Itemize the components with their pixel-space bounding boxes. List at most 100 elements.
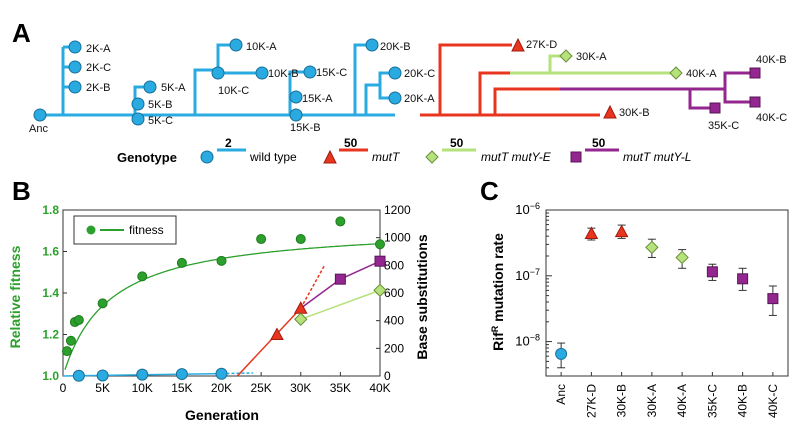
node-15k-c <box>303 65 317 79</box>
c-point <box>706 266 718 278</box>
label-5k-a: 5K-A <box>161 82 186 94</box>
c-xtick-label: 40K-A <box>675 384 689 417</box>
node-27k-d <box>511 37 525 52</box>
b-fitness-point <box>176 257 187 268</box>
node-anc <box>33 108 47 122</box>
b-xtick-label: 25K <box>250 381 271 395</box>
node-10k-b <box>255 66 269 80</box>
b-fitness-point <box>375 239 385 250</box>
c-xtick-label: Anc <box>554 384 568 405</box>
panel-b: B 0 5K 10K 15K 20K 25K 30K 35K 40K 1.0 1.2 1.4 1.6 1.… <box>7 176 430 423</box>
legend-label-mutye: mutT mutY-E <box>481 150 552 164</box>
label-10k-a: 10K-A <box>246 41 277 53</box>
b-xtick-label: 5K <box>95 381 110 395</box>
c-point <box>555 347 568 360</box>
b-fitness-point <box>73 314 84 325</box>
b-mutation-point <box>136 368 149 381</box>
node-40k-b <box>749 67 761 79</box>
label-20k-a: 20K-A <box>404 93 435 105</box>
c-point <box>737 273 749 285</box>
label-30k-b: 30K-B <box>619 107 650 119</box>
label-15k-c: 15K-C <box>316 67 347 79</box>
b-xtick-label: 10K <box>132 381 153 395</box>
label-2k-b: 2K-B <box>86 82 110 94</box>
node-15k-a <box>289 90 303 104</box>
label-15k-b: 15K-B <box>290 122 321 134</box>
b-fitness-point <box>295 234 306 245</box>
genotype-legend: Genotype 2 wild type 50 mutT 50 mutT mut… <box>117 136 691 165</box>
label-10k-b: 10K-B <box>268 68 299 80</box>
legend-count-mutyl: 50 <box>592 136 606 150</box>
label-40k-b: 40K-B <box>756 54 787 66</box>
c-point <box>584 226 599 239</box>
legend-marker-mutyl <box>570 151 582 163</box>
b-xtick-label: 40K <box>369 381 390 395</box>
b-y2tick-label: 800 <box>384 258 404 272</box>
legend-label-mutyl: mutT mutY-L <box>623 150 691 164</box>
b-fitness-point <box>216 255 227 266</box>
b-y2tick-label: 1000 <box>384 231 411 245</box>
b-xtick-label: 30K <box>290 381 311 395</box>
b-mutation-point <box>373 283 387 297</box>
legend-marker-mutt <box>323 149 337 164</box>
b-mutation-point <box>72 369 85 382</box>
label-20k-b: 20K-B <box>380 41 411 53</box>
b-xtick-label: 15K <box>171 381 192 395</box>
panel-a-letter: A <box>12 18 31 48</box>
b-legend-label: fitness <box>129 223 164 237</box>
node-5k-a <box>143 80 157 94</box>
node-20k-b <box>365 38 379 52</box>
label-2k-c: 2K-C <box>86 62 111 74</box>
b-mutyl-line-b <box>340 260 381 280</box>
c-ytick-label: 10−6 <box>515 201 540 217</box>
b-ytick-label: 1.6 <box>42 245 59 259</box>
c-xtick-label: 27K-D <box>584 384 598 418</box>
node-5k-b <box>131 97 145 111</box>
c-xtick-label: 35K-C <box>705 384 719 418</box>
b-mutt-extension <box>300 264 326 309</box>
label-10k-c: 10K-C <box>218 85 249 97</box>
b-fitness-point <box>256 234 267 245</box>
b-mutyl-line-a <box>300 278 341 309</box>
node-2k-b <box>68 80 82 94</box>
b-mutation-point <box>374 255 386 267</box>
node-20k-a <box>388 91 402 105</box>
b-xtick-label: 0 <box>60 381 67 395</box>
b-mutation-point <box>334 273 346 285</box>
label-20k-c: 20K-C <box>404 68 435 80</box>
label-27k-d: 27K-D <box>526 39 557 51</box>
c-point <box>675 250 689 265</box>
node-40k-a <box>669 66 683 80</box>
c-point <box>645 240 659 255</box>
tree-nodes <box>33 37 761 126</box>
b-y2tick-label: 400 <box>384 314 404 328</box>
label-anc: Anc <box>29 123 48 135</box>
panel-b-plot: 0 5K 10K 15K 20K 25K 30K 35K 40K 1.0 1.2 1.4 1.6 1.8 0… <box>42 203 411 395</box>
c-ytick-label: 10−8 <box>515 333 540 349</box>
node-30k-b <box>603 104 617 119</box>
legend-count-wild: 2 <box>225 136 232 150</box>
b-mutation-point <box>294 312 308 326</box>
b-fitness-point <box>65 335 76 346</box>
node-35k-c <box>709 102 721 114</box>
c-point <box>767 293 779 305</box>
label-40k-c: 40K-C <box>756 112 787 124</box>
label-5k-b: 5K-B <box>148 99 172 111</box>
c-xtick-label: 30K-B <box>615 384 629 417</box>
b-fitness-point <box>97 298 108 309</box>
b-y2tick-label: 600 <box>384 286 404 300</box>
node-40k-c <box>749 96 761 108</box>
b-y2tick-label: 0 <box>384 369 391 383</box>
c-frame <box>545 209 789 377</box>
b-mutation-point <box>215 367 228 380</box>
legend-marker-wild <box>200 150 214 164</box>
panel-a: A <box>12 18 787 165</box>
b-mutation-point <box>270 327 284 340</box>
panel-b-letter: B <box>12 176 31 206</box>
b-xtick-label: 20K <box>211 381 232 395</box>
node-15k-b <box>289 108 303 122</box>
b-fitness-point <box>137 271 148 282</box>
genotype-title: Genotype <box>117 150 177 165</box>
label-15k-a: 15K-A <box>302 93 333 105</box>
